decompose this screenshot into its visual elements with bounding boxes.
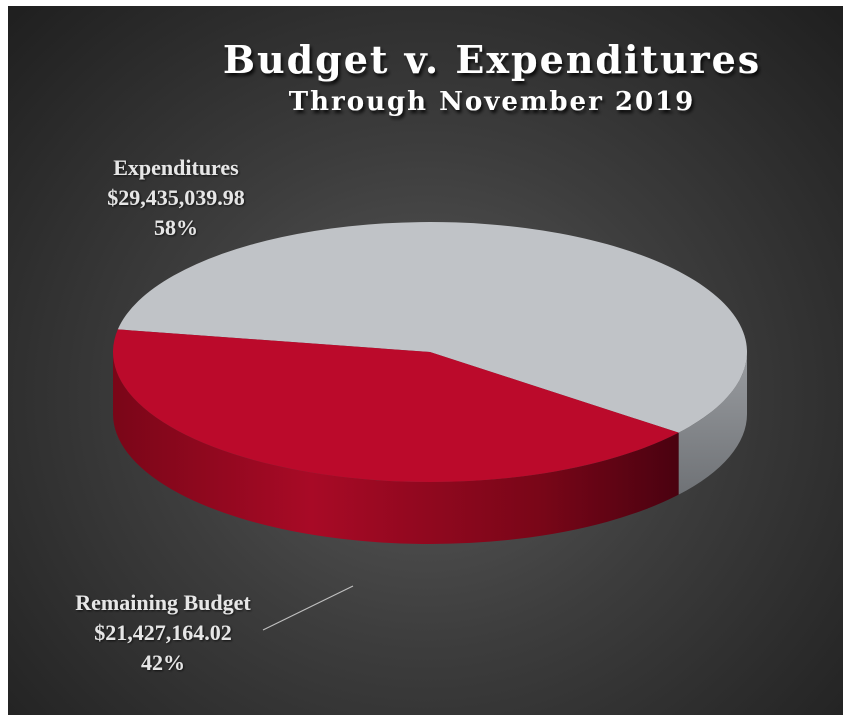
pie-side-remaining-budget [113,352,679,544]
slice-label-remaining-amount: $21,427,164.02 [94,620,232,645]
chart-title: Budget v. Expenditures [223,37,761,82]
label-remaining-budget: Remaining Budget $21,427,164.02 42% [75,590,251,675]
chart-panel: Budget v. Expenditures Through November … [8,6,843,715]
slice-label-remaining-percent: 42% [141,650,185,675]
pie-slice-expenditures [117,221,747,433]
pie-side-expenditures [678,352,747,495]
pie-slices [112,221,747,544]
slice-label-expenditures-name: Expenditures [113,155,239,180]
slice-label-remaining-name: Remaining Budget [75,590,251,615]
pie-chart: Budget v. Expenditures Through November … [75,37,761,675]
pie-slice-remaining-budget [112,329,679,482]
chart-subtitle: Through November 2019 [289,87,695,117]
label-expenditures: Expenditures $29,435,039.98 58% [107,155,245,240]
slice-label-expenditures-percent: 58% [154,215,198,240]
leader-line-remaining-budget [262,585,354,631]
slice-label-expenditures-amount: $29,435,039.98 [107,185,245,210]
